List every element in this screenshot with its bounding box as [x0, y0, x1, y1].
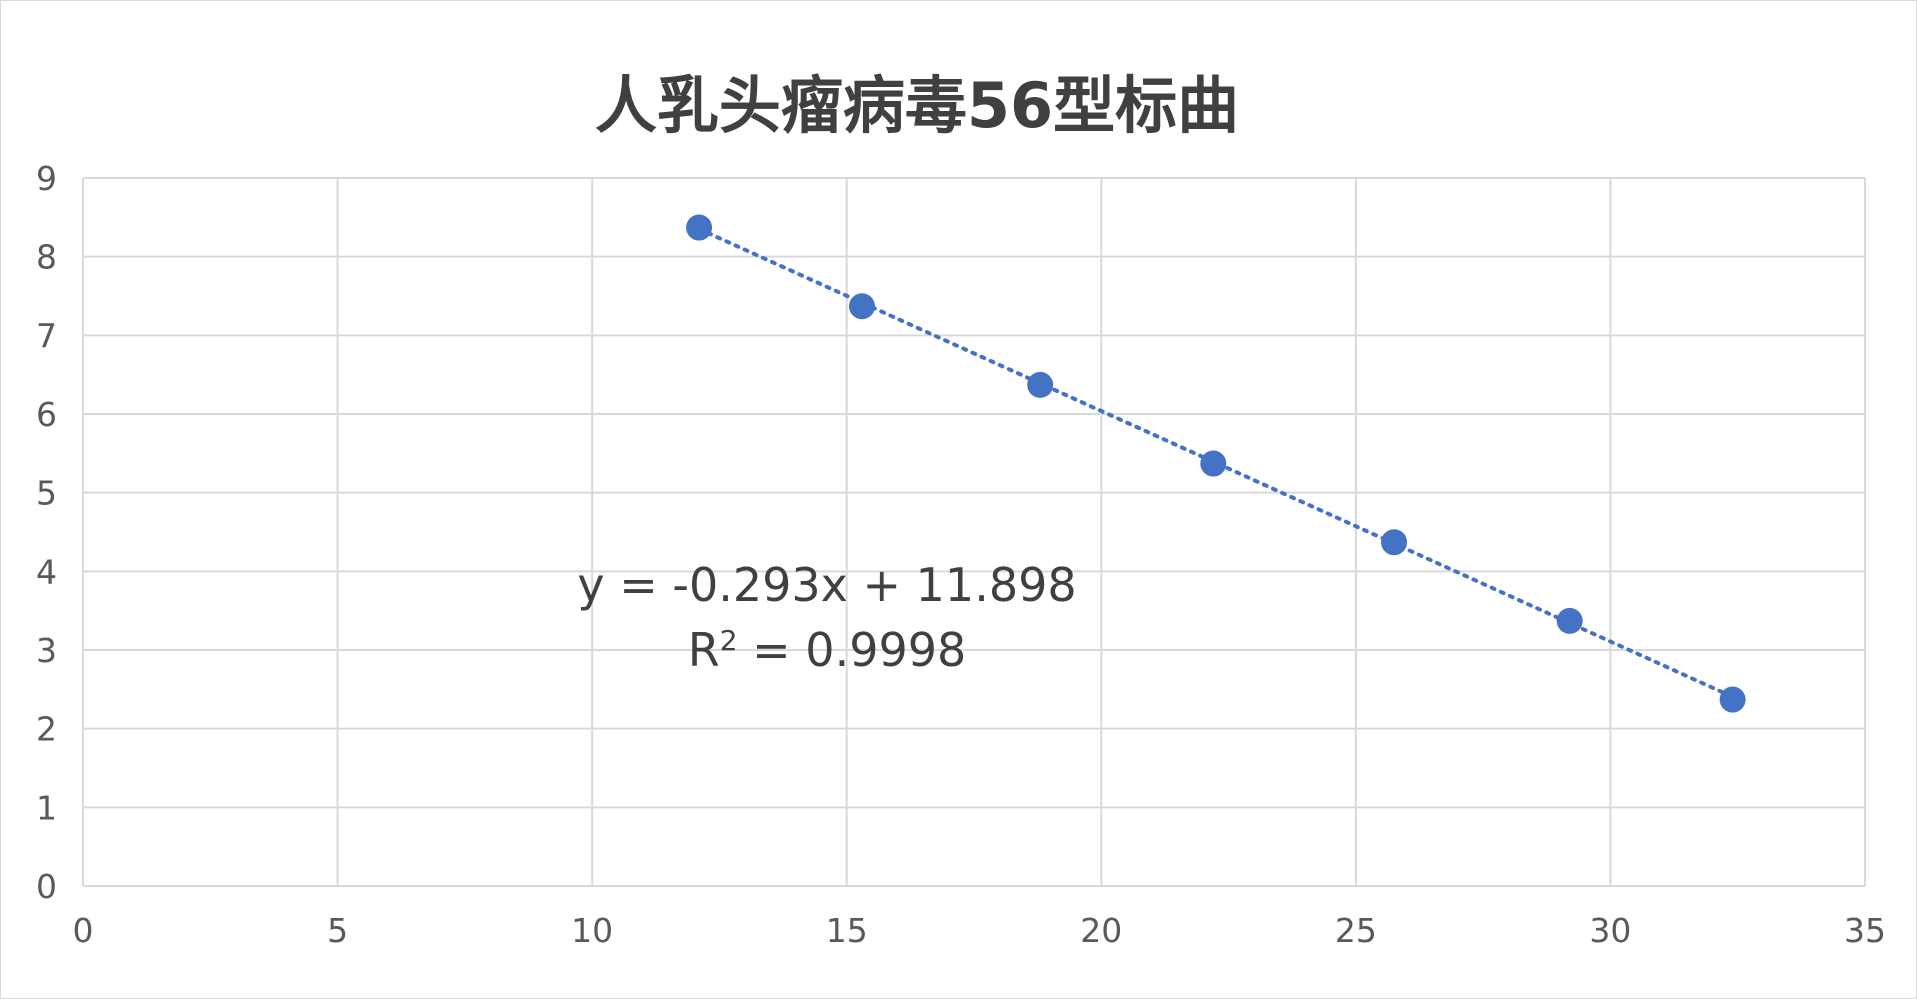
r-squared-label: R2 = 0.9998: [688, 623, 967, 677]
data-point: [848, 293, 875, 320]
x-tick-label: 5: [327, 911, 348, 950]
y-tick-label: 9: [36, 159, 57, 198]
r-squared-value: = 0.9998: [738, 623, 967, 677]
y-tick-label: 6: [36, 395, 57, 434]
y-tick-label: 4: [36, 552, 57, 591]
data-point: [1381, 529, 1408, 556]
data-point: [1719, 686, 1746, 713]
x-tick-label: 30: [1589, 911, 1631, 950]
y-tick-label: 2: [36, 710, 57, 749]
trendline-equation: y = -0.293x + 11.898: [577, 558, 1076, 612]
data-point: [1027, 371, 1054, 398]
data-points: [686, 214, 1746, 713]
tick-labels: 0 1 2 3 4 5 6 7 8 9 0 5 10 15 20 25 30 35: [36, 159, 1886, 950]
grid: [82, 177, 1866, 887]
y-tick-label: 8: [36, 238, 57, 277]
y-tick-label: 1: [36, 788, 57, 827]
y-tick-label: 7: [36, 316, 57, 355]
x-tick-label: 15: [826, 911, 868, 950]
y-tick-label: 3: [36, 631, 57, 670]
r-squared-superscript: 2: [720, 624, 738, 657]
x-tick-label: 20: [1080, 911, 1122, 950]
y-tick-label: 5: [36, 474, 57, 513]
y-tick-label: 0: [36, 867, 57, 906]
x-tick-label: 10: [571, 911, 613, 950]
x-tick-label: 0: [73, 911, 94, 950]
r-squared-prefix: R: [688, 623, 720, 677]
data-point: [1200, 450, 1227, 477]
chart-title: 人乳头瘤病毒56型标曲: [595, 69, 1239, 142]
x-tick-label: 35: [1844, 911, 1886, 950]
data-point: [686, 214, 713, 241]
x-tick-label: 25: [1335, 911, 1377, 950]
data-point: [1556, 607, 1583, 634]
